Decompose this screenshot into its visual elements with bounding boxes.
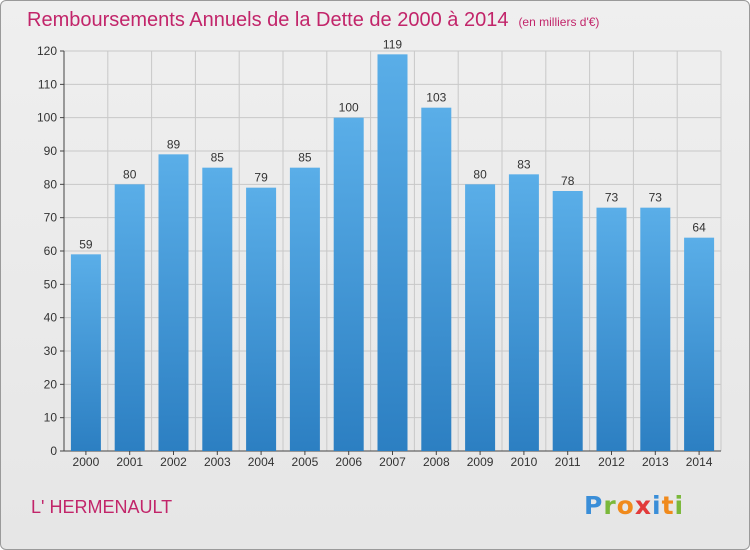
y-tick-label: 40 bbox=[44, 311, 58, 325]
bar-2009 bbox=[465, 184, 496, 452]
y-tick-label: 100 bbox=[37, 111, 57, 125]
bars bbox=[70, 54, 715, 452]
bar-2005 bbox=[289, 167, 320, 451]
x-tick-label-2010: 2010 bbox=[511, 455, 538, 469]
x-tick-label-2004: 2004 bbox=[248, 455, 275, 469]
bar-2013 bbox=[640, 207, 671, 451]
y-tick-label: 20 bbox=[44, 377, 58, 391]
value-label-2005: 85 bbox=[298, 151, 312, 165]
bar-2004 bbox=[246, 187, 277, 451]
bar-2010 bbox=[508, 174, 539, 452]
y-tick-label: 10 bbox=[44, 411, 58, 425]
y-tick-label: 90 bbox=[44, 144, 58, 158]
value-label-2014: 64 bbox=[692, 221, 706, 235]
value-label-2002: 89 bbox=[167, 137, 181, 151]
x-tick-label-2012: 2012 bbox=[598, 455, 625, 469]
y-tick-label: 80 bbox=[44, 177, 58, 191]
value-label-2006: 100 bbox=[339, 101, 359, 115]
bar-2002 bbox=[158, 154, 189, 452]
bar-2001 bbox=[114, 184, 145, 452]
x-tick-label-2014: 2014 bbox=[686, 455, 713, 469]
y-tick-label: 110 bbox=[38, 77, 57, 91]
place-name: L' HERMENAULT bbox=[31, 497, 173, 517]
value-label-2011: 78 bbox=[561, 174, 575, 188]
x-tick-label-2013: 2013 bbox=[642, 455, 669, 469]
x-tick-label-2003: 2003 bbox=[204, 455, 231, 469]
chart-title-text: Remboursements Annuels de la Dette de 20… bbox=[27, 9, 509, 31]
bar-2012 bbox=[596, 207, 627, 451]
x-tick-label-2001: 2001 bbox=[116, 455, 143, 469]
value-labels: 59 80 89 85 79 85 100 119 103 80 83 78 73 73 64 bbox=[79, 37, 706, 251]
value-label-2009: 80 bbox=[473, 167, 487, 181]
value-label-2010: 83 bbox=[517, 157, 531, 171]
x-tick-label-2008: 2008 bbox=[423, 455, 450, 469]
x-tick-label-2011: 2011 bbox=[555, 455, 581, 469]
value-label-2003: 85 bbox=[211, 151, 225, 165]
x-tick-label-2002: 2002 bbox=[160, 455, 187, 469]
bar-2003 bbox=[202, 167, 233, 451]
value-label-2013: 73 bbox=[649, 191, 663, 205]
axes: 0 10 20 30 40 50 60 70 80 90 100 110 120 2000 2001 2002… bbox=[37, 44, 721, 469]
x-tick-label-2005: 2005 bbox=[292, 455, 319, 469]
value-label-2000: 59 bbox=[79, 237, 93, 251]
x-tick-label-2009: 2009 bbox=[467, 455, 494, 469]
x-tick-label-2006: 2006 bbox=[335, 455, 362, 469]
y-tick-label: 30 bbox=[44, 344, 58, 358]
y-tick-label: 50 bbox=[44, 277, 58, 291]
x-tick-label-2000: 2000 bbox=[73, 455, 100, 469]
y-tick-label: 60 bbox=[44, 244, 58, 258]
y-tick-label: 0 bbox=[50, 444, 57, 458]
y-tick-label: 70 bbox=[44, 211, 58, 225]
value-label-2012: 73 bbox=[605, 191, 619, 205]
chart-title: Remboursements Annuels de la Dette de 20… bbox=[27, 9, 599, 32]
value-label-2007: 119 bbox=[383, 37, 402, 51]
bar-2000 bbox=[70, 254, 101, 451]
bar-2011 bbox=[552, 191, 583, 451]
y-tick-label: 120 bbox=[37, 44, 57, 58]
x-tick-label-2007: 2007 bbox=[379, 455, 406, 469]
value-label-2008: 103 bbox=[426, 91, 446, 105]
value-label-2004: 79 bbox=[254, 171, 268, 185]
bar-2008 bbox=[421, 107, 452, 452]
bar-2007 bbox=[377, 54, 408, 451]
bar-2014 bbox=[684, 237, 715, 451]
bar-2006 bbox=[333, 117, 364, 452]
proxiti-logo: Proxiti bbox=[584, 491, 685, 520]
value-label-2001: 80 bbox=[123, 167, 137, 181]
chart-subtitle: (en milliers d'€) bbox=[518, 15, 600, 29]
